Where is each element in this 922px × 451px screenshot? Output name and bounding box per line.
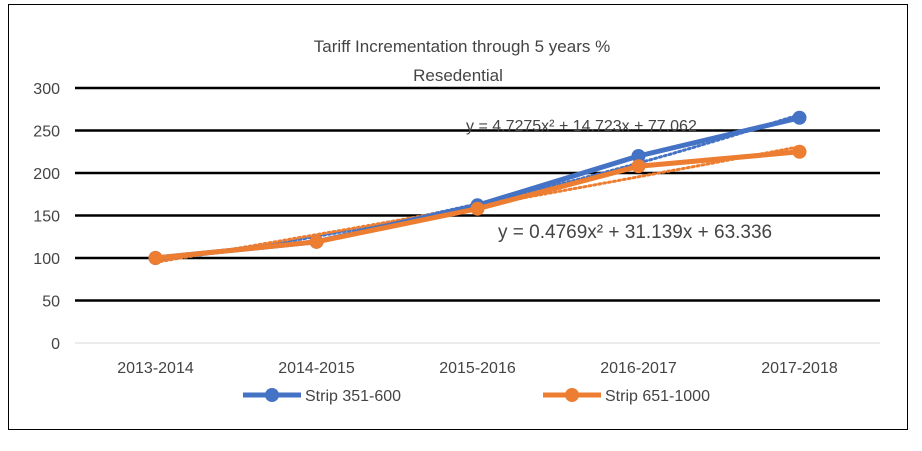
data-point	[631, 149, 646, 163]
y-tick-label: 50	[42, 294, 60, 311]
legend-label: Strip 351-600	[305, 388, 401, 405]
y-tick-label: 150	[33, 209, 60, 226]
y-tick-label: 250	[33, 124, 60, 141]
legend-marker	[565, 388, 579, 402]
x-axis: 2013-2014 2014-2015 2015-2016 2016-2017 2017…	[117, 360, 838, 377]
x-tick-label: 2017-2018	[761, 360, 838, 377]
x-tick-label: 2016-2017	[600, 360, 677, 377]
y-tick-label: 200	[33, 166, 60, 183]
y-tick-label: 0	[51, 336, 60, 353]
trendline-equation-strip-651-1000: y = 0.4769x² + 31.139x + 63.336	[498, 222, 772, 243]
y-axis: 0 50 100 150 200 250 300	[33, 81, 60, 353]
y-tick-label: 300	[33, 81, 60, 98]
x-tick-label: 2013-2014	[117, 360, 194, 377]
data-point	[470, 201, 485, 216]
data-point	[631, 159, 646, 174]
legend: Strip 351-600 Strip 651-1000	[243, 388, 710, 405]
y-tick-label: 100	[33, 251, 60, 268]
chart-frame	[8, 4, 908, 430]
chart-subtitle: Resedential	[413, 66, 503, 85]
trendline-equation-strip-351-600: y = 4.7275x² + 14.723x + 77.062	[466, 118, 697, 135]
data-point	[309, 234, 324, 249]
legend-marker	[265, 388, 279, 402]
chart-title: Tariff Incrementation through 5 years %	[314, 37, 610, 56]
data-point	[792, 110, 807, 125]
x-tick-label: 2015-2016	[439, 360, 516, 377]
data-point	[792, 144, 807, 159]
x-tick-label: 2014-2015	[278, 360, 355, 377]
data-point	[148, 251, 163, 265]
series-lines	[148, 110, 807, 265]
legend-label: Strip 651-1000	[605, 388, 710, 405]
